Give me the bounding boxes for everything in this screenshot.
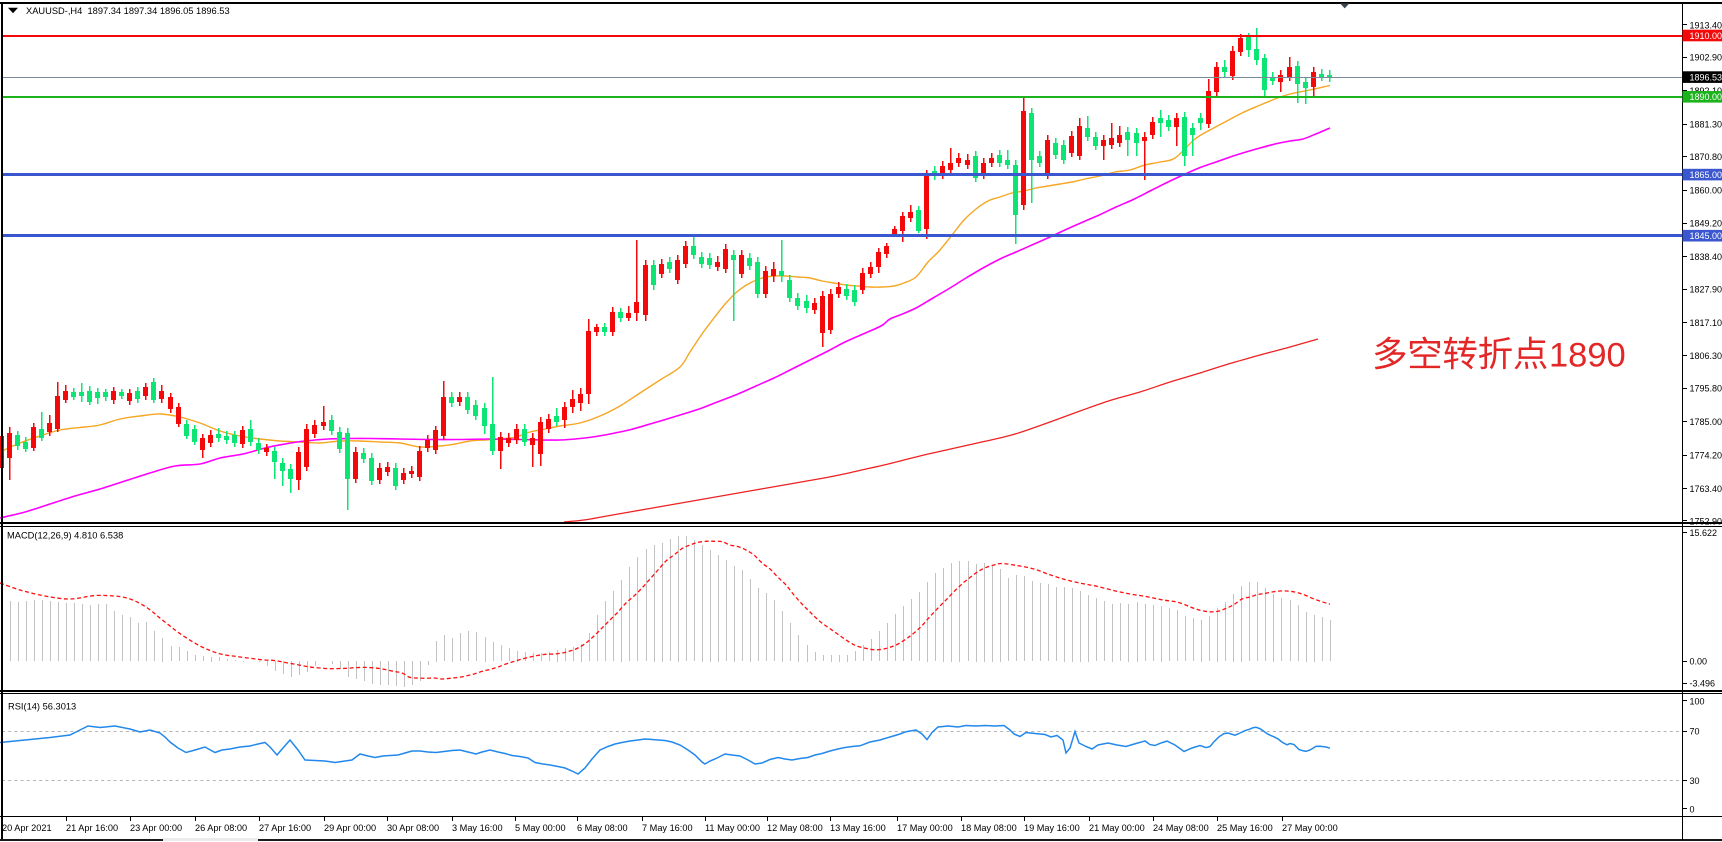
svg-text:1902.90: 1902.90 [1690,53,1722,63]
svg-text:17 May 00:00: 17 May 00:00 [897,823,953,833]
svg-text:1881.30: 1881.30 [1690,120,1722,130]
svg-text:1845.00: 1845.00 [1690,231,1722,241]
svg-text:27 May 00:00: 27 May 00:00 [1282,823,1338,833]
svg-text:21 Apr 16:00: 21 Apr 16:00 [66,823,118,833]
svg-text:1890: 1890 [1549,337,1626,375]
svg-text:1910.00: 1910.00 [1690,31,1722,41]
svg-text:11 May 00:00: 11 May 00:00 [705,823,760,833]
svg-text:RSI(14) 56.3013: RSI(14) 56.3013 [8,702,76,712]
svg-text:12 May 08:00: 12 May 08:00 [767,823,823,833]
svg-text:21 May 00:00: 21 May 00:00 [1089,823,1145,833]
svg-text:1795.80: 1795.80 [1690,384,1722,394]
svg-text:1896.53: 1896.53 [1690,72,1722,82]
svg-text:1817.10: 1817.10 [1690,318,1722,328]
svg-text:0: 0 [1690,804,1695,814]
svg-text:0.00: 0.00 [1690,657,1708,667]
svg-text:1806.30: 1806.30 [1690,351,1722,361]
svg-text:1865.00: 1865.00 [1690,170,1722,180]
svg-text:15.622: 15.622 [1690,528,1718,538]
svg-text:7 May 16:00: 7 May 16:00 [642,823,693,833]
svg-text:1870.80: 1870.80 [1690,152,1722,162]
svg-text:30 Apr 08:00: 30 Apr 08:00 [387,823,439,833]
svg-text:3 May 16:00: 3 May 16:00 [452,823,503,833]
svg-text:1838.40: 1838.40 [1690,252,1722,262]
svg-text:1849.20: 1849.20 [1690,219,1722,229]
svg-text:13 May 16:00: 13 May 16:00 [830,823,886,833]
svg-text:27 Apr 16:00: 27 Apr 16:00 [259,823,311,833]
svg-text:1763.40: 1763.40 [1690,484,1722,494]
svg-text:1785.00: 1785.00 [1690,417,1722,427]
svg-text:70: 70 [1690,727,1700,737]
svg-text:1890.00: 1890.00 [1690,92,1722,102]
svg-text:24 May 08:00: 24 May 08:00 [1153,823,1209,833]
svg-text:XAUUSD-,H4 1897.34 1897.34 18: XAUUSD-,H4 1897.34 1897.34 1896.05 1896.… [26,6,230,16]
svg-text:5 May 00:00: 5 May 00:00 [515,823,566,833]
svg-text:26 Apr 08:00: 26 Apr 08:00 [195,823,247,833]
svg-text:1774.20: 1774.20 [1690,451,1722,461]
svg-text:25 May 16:00: 25 May 16:00 [1217,823,1273,833]
svg-text:23 Apr 00:00: 23 Apr 00:00 [130,823,182,833]
svg-text:18 May 08:00: 18 May 08:00 [961,823,1017,833]
svg-text:100: 100 [1690,696,1705,706]
svg-text:6 May 08:00: 6 May 08:00 [577,823,628,833]
svg-text:29 Apr 00:00: 29 Apr 00:00 [324,823,376,833]
svg-text:1913.40: 1913.40 [1690,20,1722,30]
svg-text:1860.00: 1860.00 [1690,185,1722,195]
svg-text:30: 30 [1690,776,1700,786]
svg-text:1827.90: 1827.90 [1690,285,1722,295]
svg-text:-3.496: -3.496 [1690,679,1716,689]
svg-text:19 May 16:00: 19 May 16:00 [1024,823,1080,833]
svg-text:1752.90: 1752.90 [1690,516,1722,526]
svg-text:20 Apr 2021: 20 Apr 2021 [2,823,52,833]
svg-text:MACD(12,26,9) 4.810 6.538: MACD(12,26,9) 4.810 6.538 [7,531,123,541]
